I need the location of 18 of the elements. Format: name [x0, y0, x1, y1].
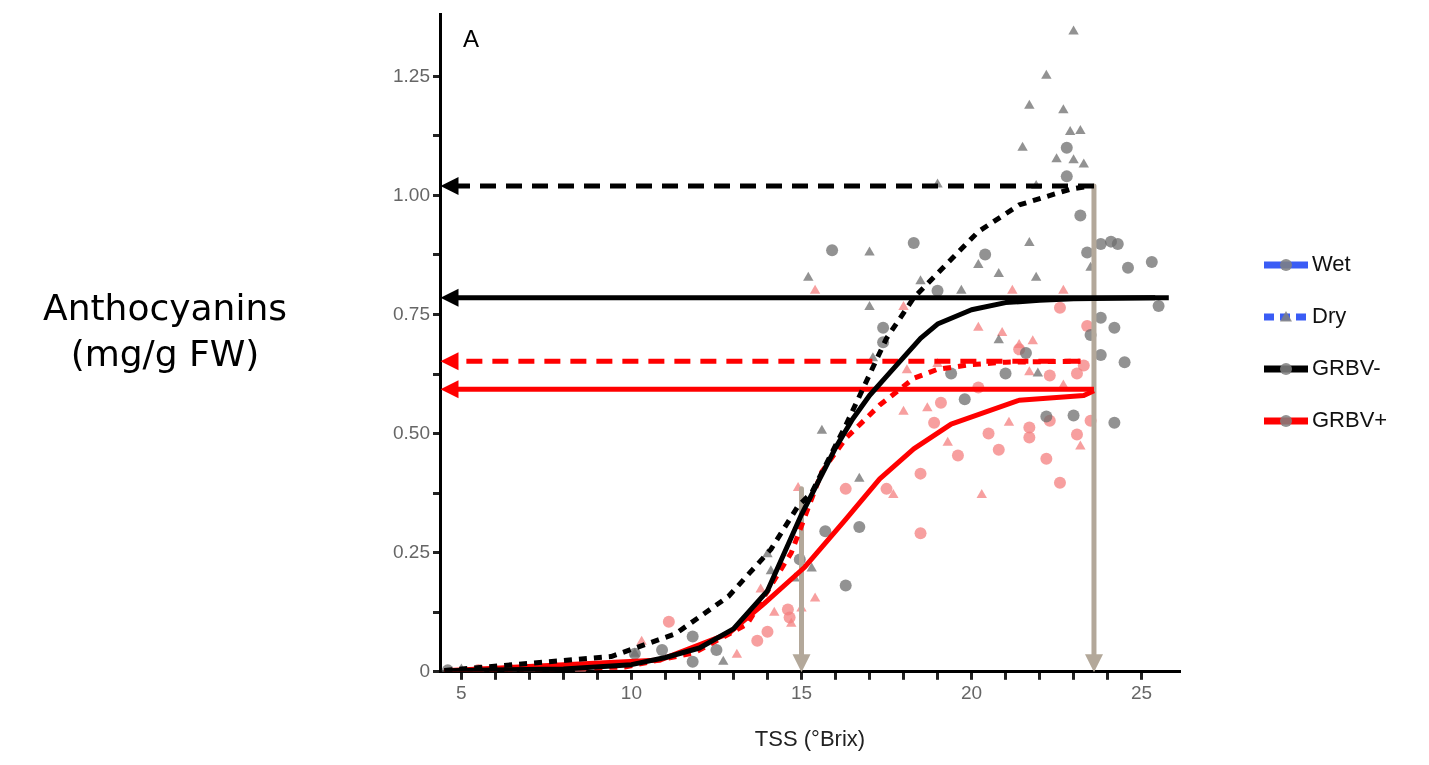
x-tick-label: 20 [960, 682, 983, 704]
legend-label: Dry [1312, 303, 1347, 329]
x-axis-title: TSS (°Brix) [754, 725, 866, 751]
y-tick-label: 1.25 [393, 64, 430, 86]
annotation: A [462, 25, 479, 53]
y-tick-label: 0.75 [393, 302, 430, 324]
x-tick-label: 10 [620, 682, 643, 704]
x-tick-label: 25 [1131, 682, 1153, 704]
y-tick-label: 0.25 [393, 540, 430, 562]
legend-label: Wet [1312, 251, 1351, 277]
x-tick-label: 5 [456, 682, 467, 704]
y-tick-label: 1.00 [393, 183, 430, 205]
y-axis-title: Anthocyanins (mg/g FW) [42, 286, 288, 376]
y-tick-label: 0 [419, 660, 430, 682]
y-tick-label: 0.50 [393, 421, 430, 443]
legend-label: GRBV- [1312, 355, 1381, 381]
x-tick-label: 15 [790, 682, 813, 704]
legend-label: GRBV+ [1312, 407, 1388, 433]
